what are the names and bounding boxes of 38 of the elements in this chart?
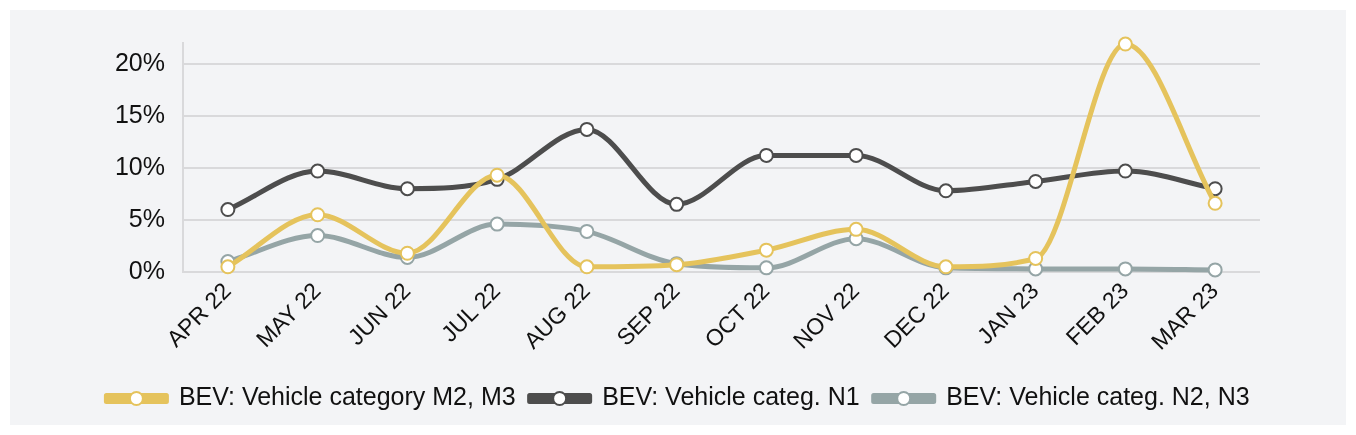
point: [579, 259, 595, 275]
point: [399, 181, 415, 197]
point: [310, 228, 326, 244]
point: [310, 163, 326, 179]
point: [1207, 195, 1223, 211]
point: [1028, 250, 1044, 266]
x-tick-label: JAN 23: [971, 277, 1044, 350]
x-tick-label: FEB 23: [1060, 277, 1134, 351]
point: [220, 202, 236, 218]
point: [579, 121, 595, 137]
point: [1207, 262, 1223, 278]
point: [938, 183, 954, 199]
point: [220, 259, 236, 275]
point: [1028, 173, 1044, 189]
point: [489, 167, 505, 183]
point: [848, 221, 864, 237]
y-tick-label: 5%: [128, 203, 165, 232]
x-tick-label: SEP 22: [611, 277, 685, 351]
point: [758, 147, 774, 163]
point: [489, 216, 505, 232]
y-tick-label: 15%: [114, 99, 165, 128]
point: [758, 242, 774, 258]
legend-label: BEV: Vehicle category M2, M3: [178, 382, 516, 411]
point: [579, 223, 595, 239]
y-tick-label: 10%: [114, 151, 165, 180]
point: [1117, 36, 1133, 52]
point: [758, 260, 774, 276]
legend-label: BEV: Vehicle categ. N2, N3: [946, 382, 1250, 411]
legend-label: BEV: Vehicle categ. N1: [602, 382, 860, 411]
y-tick-label: 0%: [128, 255, 165, 284]
x-tick-label: JUL 22: [435, 277, 506, 347]
point: [848, 147, 864, 163]
point: [399, 245, 415, 261]
point: [310, 207, 326, 223]
point: [669, 196, 685, 212]
point: [1117, 163, 1133, 179]
y-tick-label: 20%: [114, 47, 165, 76]
point: [1117, 261, 1133, 277]
